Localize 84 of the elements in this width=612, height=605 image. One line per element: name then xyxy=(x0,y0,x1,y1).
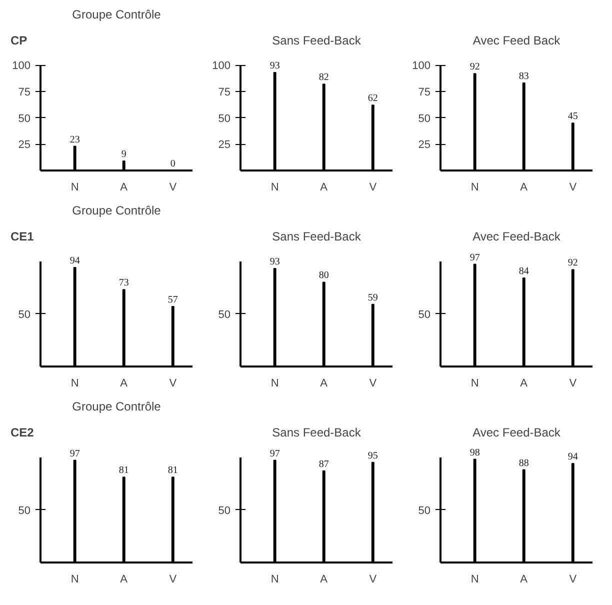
x-tick-label: V xyxy=(169,378,178,390)
x-tick-label: N xyxy=(70,574,79,586)
x-tick-label: V xyxy=(169,182,178,194)
data-label: 59 xyxy=(368,292,378,304)
data-label: 97 xyxy=(270,448,280,460)
y-tick-label: 75 xyxy=(18,86,31,98)
x-tick-label: N xyxy=(470,378,479,390)
y-tick-label: 100 xyxy=(12,60,31,72)
y-tick-label: 50 xyxy=(218,504,231,517)
data-label: 92 xyxy=(568,258,578,269)
data-label: 84 xyxy=(518,266,529,277)
data-label: 82 xyxy=(318,72,329,84)
y-tick-label: 50 xyxy=(218,308,231,321)
data-label: 81 xyxy=(168,465,178,476)
x-tick-label: N xyxy=(270,574,279,586)
x-tick-label: N xyxy=(270,182,279,194)
x-tick-label: V xyxy=(569,574,578,586)
data-label: 92 xyxy=(470,62,480,73)
y-tick-label: 50 xyxy=(18,504,31,517)
chart-title: Avec Feed-Back xyxy=(472,230,562,244)
y-tick-label: 50 xyxy=(18,308,31,321)
data-label: 97 xyxy=(70,448,80,460)
data-label: 94 xyxy=(70,255,80,266)
x-tick-label: A xyxy=(520,378,528,390)
chart-title: Avec Feed Back xyxy=(472,34,562,48)
data-label: 93 xyxy=(270,60,280,72)
chart-title: Avec Feed-Back xyxy=(472,426,562,440)
data-label: 94 xyxy=(568,451,578,462)
y-tick-label: 50 xyxy=(418,504,431,517)
x-tick-label: V xyxy=(369,182,378,194)
data-label: 62 xyxy=(368,93,378,104)
x-tick-label: A xyxy=(520,574,528,586)
y-tick-label: 25 xyxy=(418,139,431,152)
data-label: 98 xyxy=(470,447,480,458)
x-tick-label: V xyxy=(569,378,578,390)
x-tick-label: N xyxy=(70,182,79,194)
data-label: 0 xyxy=(170,158,176,170)
data-label: 87 xyxy=(318,458,329,470)
y-tick-label: 75 xyxy=(218,86,231,98)
text: CP xyxy=(10,34,28,48)
x-tick-label: N xyxy=(470,182,479,194)
y-tick-label: 25 xyxy=(218,139,231,152)
chart-title: Groupe Contrôle xyxy=(72,8,162,22)
y-tick-label: 50 xyxy=(418,308,431,321)
x-tick-label: A xyxy=(320,574,328,586)
data-label: 57 xyxy=(168,294,178,306)
chart-title: Sans Feed-Back xyxy=(272,426,362,440)
y-tick-label: 25 xyxy=(18,139,31,152)
text: CE1 xyxy=(10,230,34,244)
x-tick-label: A xyxy=(120,182,128,194)
chart-title: Groupe Contrôle xyxy=(72,204,162,218)
data-label: 23 xyxy=(70,134,80,146)
x-tick-label: A xyxy=(520,182,528,194)
data-label: 73 xyxy=(118,278,129,289)
x-tick-label: A xyxy=(120,378,128,390)
data-label: 81 xyxy=(118,465,129,476)
x-tick-label: V xyxy=(169,574,178,586)
data-label: 88 xyxy=(518,458,529,469)
x-tick-label: A xyxy=(320,378,328,390)
y-tick-label: 50 xyxy=(218,112,231,125)
x-tick-label: V xyxy=(369,574,378,586)
data-label: 97 xyxy=(470,252,480,264)
y-tick-label: 100 xyxy=(212,60,231,72)
x-tick-label: A xyxy=(120,574,128,586)
chart-title: Sans Feed-Back xyxy=(272,230,362,244)
data-label: 95 xyxy=(368,450,378,462)
x-tick-label: A xyxy=(320,182,328,194)
data-label: 83 xyxy=(518,71,529,82)
y-tick-label: 50 xyxy=(418,112,431,125)
y-tick-label: 50 xyxy=(18,112,31,125)
data-label: 9 xyxy=(121,149,126,160)
chart-title: Groupe Contrôle xyxy=(72,400,162,414)
data-label: 45 xyxy=(568,111,578,122)
x-tick-label: V xyxy=(369,378,378,390)
text: CE2 xyxy=(10,426,34,440)
x-tick-label: V xyxy=(569,182,578,194)
x-tick-label: N xyxy=(70,378,79,390)
y-tick-label: 100 xyxy=(412,60,431,72)
data-label: 80 xyxy=(318,270,329,282)
data-label: 93 xyxy=(270,256,280,268)
chart-title: Sans Feed-Back xyxy=(272,34,362,48)
x-tick-label: N xyxy=(470,574,479,586)
x-tick-label: N xyxy=(270,378,279,390)
y-tick-label: 75 xyxy=(418,86,431,98)
